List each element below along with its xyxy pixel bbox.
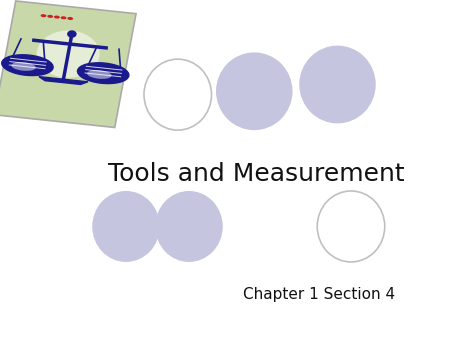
Ellipse shape	[68, 31, 76, 37]
Ellipse shape	[216, 52, 292, 130]
Ellipse shape	[2, 55, 53, 76]
Polygon shape	[39, 77, 88, 84]
Text: Chapter 1 Section 4: Chapter 1 Section 4	[243, 287, 396, 301]
Ellipse shape	[77, 63, 129, 83]
Ellipse shape	[155, 191, 223, 262]
Ellipse shape	[11, 62, 36, 71]
Ellipse shape	[54, 16, 60, 19]
Ellipse shape	[61, 16, 67, 19]
Ellipse shape	[299, 46, 376, 123]
Ellipse shape	[40, 14, 46, 17]
Ellipse shape	[47, 15, 53, 18]
Ellipse shape	[36, 30, 99, 78]
Ellipse shape	[68, 17, 73, 20]
Text: Tools and Measurement: Tools and Measurement	[108, 162, 405, 186]
Polygon shape	[0, 1, 136, 127]
Ellipse shape	[87, 70, 112, 79]
Ellipse shape	[92, 191, 160, 262]
